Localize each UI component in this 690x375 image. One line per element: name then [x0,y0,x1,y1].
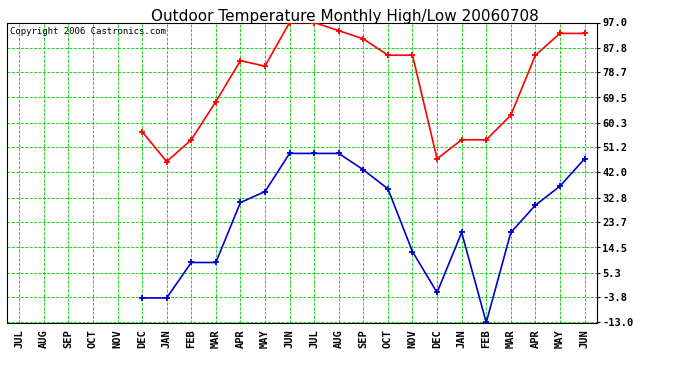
Text: Outdoor Temperature Monthly High/Low 20060708: Outdoor Temperature Monthly High/Low 200… [151,9,539,24]
Text: Copyright 2006 Castronics.com: Copyright 2006 Castronics.com [10,27,166,36]
